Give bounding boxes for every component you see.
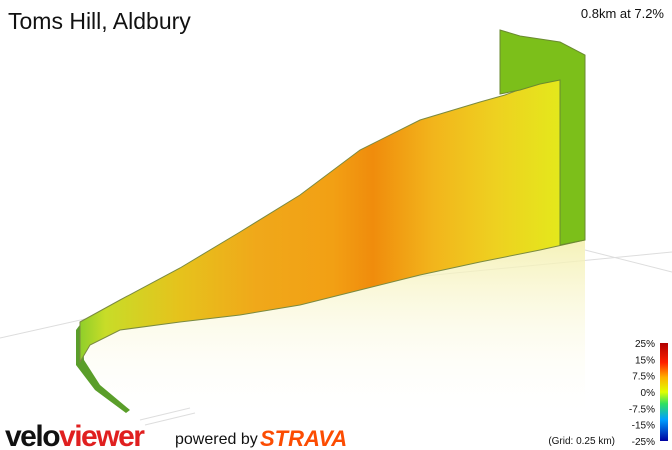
logo-part: viewer [59,420,145,450]
logo: veloviewer [5,420,145,450]
title: Toms Hill, Aldbury [8,8,191,34]
legend-label: 0% [641,388,656,399]
grid-line [144,412,196,426]
legend-label: -25% [632,437,655,448]
legend-label: -7.5% [629,404,655,415]
legend-label: 25% [635,339,655,350]
end-wall [499,29,586,246]
legend: 25% 15% 7.5% 0% -7.5% -15% -25% [629,339,655,448]
legend-label: 15% [635,355,655,366]
strava-logo: STRAVA [260,426,347,450]
gradient-scale [660,343,668,441]
reflection [80,240,585,420]
grid-line [584,249,672,273]
legend-label: -15% [632,421,655,432]
legend-label: 7.5% [632,372,655,383]
grid-note: (Grid: 0.25 km) [548,436,615,447]
powered-by: powered by [175,431,258,448]
summary: 0.8km at 7.2% [581,6,665,21]
logo-part: velo [5,420,60,450]
